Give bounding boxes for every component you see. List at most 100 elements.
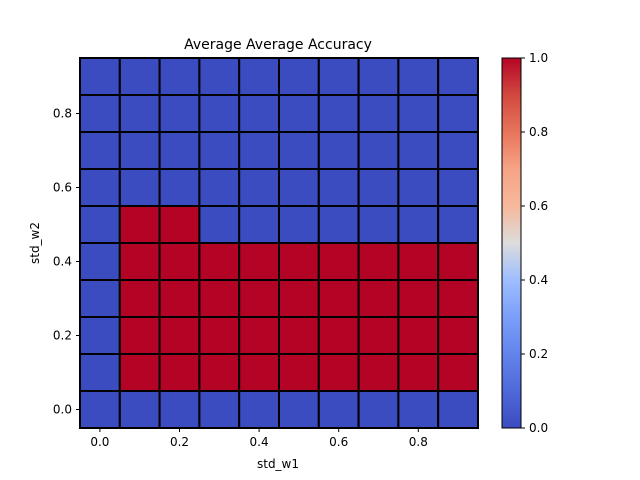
x-tick-label: 0.4: [250, 435, 269, 449]
heatmap-cell: [278, 316, 320, 355]
heatmap-cell: [118, 205, 161, 244]
heatmap-cell: [317, 242, 360, 281]
heatmap-cell: [278, 168, 320, 207]
colorbar: [501, 57, 522, 429]
heatmap-cell: [118, 94, 161, 133]
heatmap-cell: [437, 57, 480, 96]
heatmap-cell: [317, 390, 360, 429]
heatmap-cell: [278, 353, 320, 392]
heatmap-cell: [397, 353, 440, 392]
heatmap-cell: [158, 168, 201, 207]
colorbar-tick-label: 1.0: [529, 51, 548, 65]
y-tick-label: 0.4: [53, 255, 72, 269]
heatmap-cell: [158, 316, 201, 355]
heatmap-cell: [357, 279, 400, 318]
colorbar-tick-label: 0.8: [529, 125, 548, 139]
x-tick-label: 0.0: [90, 435, 109, 449]
heatmap-cell: [437, 279, 480, 318]
heatmap-cell: [317, 205, 360, 244]
x-axis-label: std_w1: [257, 457, 299, 471]
heatmap-cell: [198, 205, 241, 244]
heatmap-cell: [198, 279, 241, 318]
heatmap-cell: [238, 279, 280, 318]
heatmap-cell: [317, 94, 360, 133]
heatmap-cell: [118, 279, 161, 318]
heatmap-cell: [118, 316, 161, 355]
heatmap-cell: [238, 316, 280, 355]
colorbar-tick-label: 0.4: [529, 273, 548, 287]
plot-frame: [79, 57, 479, 429]
heatmap-cell: [357, 57, 400, 96]
heatmap-cell: [118, 131, 161, 170]
heatmap-cell: [158, 94, 201, 133]
heatmap-cell: [357, 94, 400, 133]
heatmap-cell: [317, 353, 360, 392]
heatmap-cell: [238, 205, 280, 244]
y-tick-label: 0.2: [53, 329, 72, 343]
heatmap-cell: [357, 168, 400, 207]
heatmap-cell: [238, 57, 280, 96]
heatmap-cell: [79, 57, 121, 96]
heatmap-cell: [278, 279, 320, 318]
heatmap-cell: [118, 57, 161, 96]
heatmap-cell: [437, 205, 480, 244]
heatmap-cell: [198, 131, 241, 170]
heatmap-cell: [397, 168, 440, 207]
heatmap-cell: [238, 168, 280, 207]
heatmap-cell: [158, 57, 201, 96]
heatmap-cell: [357, 353, 400, 392]
heatmap-cell: [437, 131, 480, 170]
heatmap-cell: [437, 316, 480, 355]
heatmap-cell: [79, 131, 121, 170]
y-tick-label: 0.8: [53, 107, 72, 121]
heatmap-cell: [79, 279, 121, 318]
heatmap-cell: [317, 131, 360, 170]
heatmap-cell: [158, 390, 201, 429]
heatmap-cell: [238, 242, 280, 281]
heatmap-cell: [317, 279, 360, 318]
y-tick-label: 0.6: [53, 181, 72, 195]
x-tick-label: 0.2: [170, 435, 189, 449]
heatmap-cell: [158, 242, 201, 281]
heatmap-cell: [238, 131, 280, 170]
heatmap-cell: [158, 279, 201, 318]
heatmap-cell: [198, 168, 241, 207]
heatmap-cell: [278, 57, 320, 96]
x-tick-label: 0.6: [329, 435, 348, 449]
y-tick-label: 0.0: [53, 403, 72, 417]
heatmap-cell: [357, 316, 400, 355]
y-axis-label: std_w2: [28, 222, 42, 264]
heatmap-cell: [278, 131, 320, 170]
heatmap-cell: [79, 390, 121, 429]
heatmap-cell: [79, 94, 121, 133]
colorbar-tick-label: 0.6: [529, 199, 548, 213]
colorbar-tick-label: 0.0: [529, 421, 548, 435]
heatmap-cell: [158, 131, 201, 170]
heatmap-cell: [79, 242, 121, 281]
colorbar-tick-label: 0.2: [529, 347, 548, 361]
heatmap-cell: [238, 390, 280, 429]
heatmap-cell: [317, 168, 360, 207]
heatmap-cell: [397, 242, 440, 281]
heatmap-cell: [437, 94, 480, 133]
heatmap-cell: [397, 279, 440, 318]
heatmap-cell: [317, 57, 360, 96]
heatmap-cell: [158, 205, 201, 244]
heatmap-cell: [158, 353, 201, 392]
heatmap-cell: [238, 94, 280, 133]
heatmap-cell: [357, 242, 400, 281]
heatmap-cell: [437, 353, 480, 392]
heatmap-cell: [118, 242, 161, 281]
heatmap-cell: [79, 353, 121, 392]
x-tick-label: 0.8: [409, 435, 428, 449]
y-axis: 0.0 0.2 0.4 0.6 0.8: [53, 107, 80, 417]
heatmap-cell: [397, 94, 440, 133]
heatmap-cell: [397, 57, 440, 96]
heatmap-cell: [437, 168, 480, 207]
heatmap-cell: [118, 353, 161, 392]
heatmap-cell: [198, 57, 241, 96]
heatmap-cell: [397, 316, 440, 355]
heatmap-cell: [198, 390, 241, 429]
colorbar-ticks: 0.0 0.2 0.4 0.6 0.8 1.0: [521, 51, 548, 435]
